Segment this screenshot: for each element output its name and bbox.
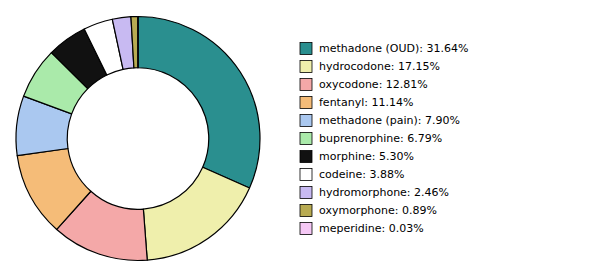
legend-swatch bbox=[300, 223, 312, 235]
slice bbox=[138, 17, 260, 188]
legend-label: codeine: 3.88% bbox=[319, 168, 404, 181]
legend-item: methadone (OUD): 31.64% bbox=[300, 42, 468, 55]
legend-item: codeine: 3.88% bbox=[300, 168, 404, 181]
legend-label: meperidine: 0.03% bbox=[319, 222, 424, 235]
legend-item: morphine: 5.30% bbox=[300, 150, 414, 163]
legend-item: oxycodone: 12.81% bbox=[300, 78, 428, 91]
legend-label: hydrocodone: 17.15% bbox=[319, 60, 440, 73]
legend-label: morphine: 5.30% bbox=[319, 150, 414, 163]
legend-swatch bbox=[300, 205, 312, 217]
legend-swatch bbox=[300, 79, 312, 91]
slice bbox=[143, 167, 249, 260]
legend-label: buprenorphine: 6.79% bbox=[319, 132, 442, 145]
legend-swatch bbox=[300, 43, 312, 55]
legend-label: hydromorphone: 2.46% bbox=[319, 186, 449, 199]
slice bbox=[137, 16, 138, 67]
legend-label: fentanyl: 11.14% bbox=[319, 96, 413, 109]
legend-label: oxycodone: 12.81% bbox=[319, 78, 428, 91]
legend-label: methadone (OUD): 31.64% bbox=[319, 42, 468, 55]
chart: methadone (OUD): 31.64% hydrocodone: 17.1… bbox=[0, 0, 600, 277]
legend-swatch bbox=[300, 115, 312, 127]
legend-label: methadone (pain): 7.90% bbox=[319, 114, 460, 127]
legend-swatch bbox=[300, 61, 312, 73]
legend-item: methadone (pain): 7.90% bbox=[300, 114, 460, 127]
legend-item: fentanyl: 11.14% bbox=[300, 96, 413, 109]
legend-item: hydrocodone: 17.15% bbox=[300, 60, 440, 73]
slice bbox=[112, 17, 134, 70]
legend-swatch bbox=[300, 151, 312, 163]
legend-item: meperidine: 0.03% bbox=[300, 222, 424, 235]
slice bbox=[131, 17, 138, 68]
legend-item: hydromorphone: 2.46% bbox=[300, 186, 449, 199]
legend: methadone (OUD): 31.64% hydrocodone: 17.1… bbox=[300, 42, 468, 235]
legend-swatch bbox=[300, 133, 312, 145]
slices bbox=[16, 16, 260, 260]
legend-swatch bbox=[300, 97, 312, 109]
legend-item: oxymorphone: 0.89% bbox=[300, 204, 437, 217]
legend-swatch bbox=[300, 187, 312, 199]
legend-swatch bbox=[300, 169, 312, 181]
legend-item: buprenorphine: 6.79% bbox=[300, 132, 442, 145]
legend-label: oxymorphone: 0.89% bbox=[319, 204, 437, 217]
slice bbox=[17, 148, 91, 229]
